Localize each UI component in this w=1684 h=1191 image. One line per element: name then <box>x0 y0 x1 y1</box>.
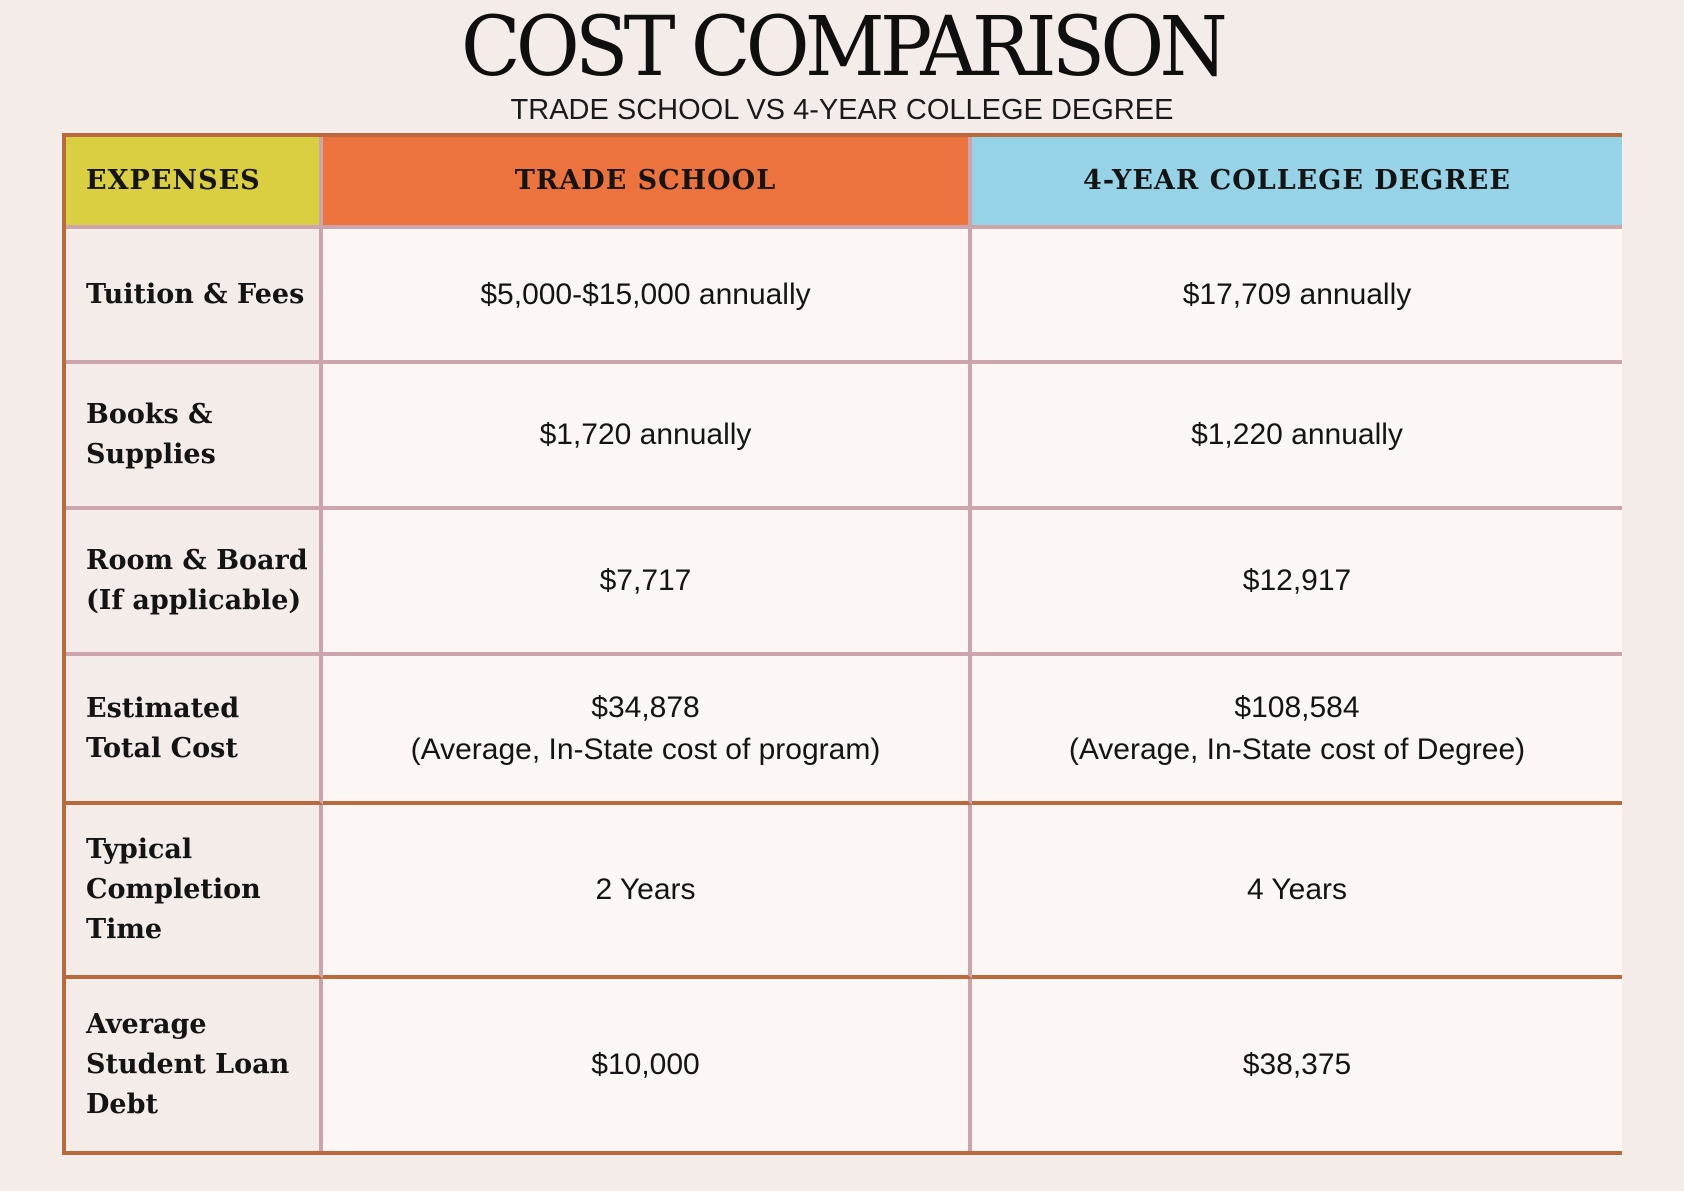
trade-school-value: $1,720 annually <box>323 364 972 510</box>
college-value: $38,375 <box>972 979 1622 1151</box>
value-line: $38,375 <box>1242 1048 1352 1081</box>
trade-school-value: $10,000 <box>323 979 972 1151</box>
value-line: $17,709 annually <box>1182 277 1412 311</box>
page-title: COST COMPARISON <box>461 0 1228 95</box>
value-line: $1,220 annually <box>1191 418 1403 451</box>
page-subtitle: TRADE SCHOOL VS 4-YEAR COLLEGE DEGREE <box>510 94 1174 126</box>
value-line: $5,000-$15,000 annually <box>480 277 811 311</box>
trade-school-value: 2 Years <box>323 805 972 979</box>
row-label: Books & Supplies <box>66 364 323 510</box>
value-line: $7,717 <box>599 564 692 597</box>
value-line: $1,720 annually <box>539 418 752 451</box>
row-label: Typical Completion Time <box>66 805 323 979</box>
value-note: (Average, In-State cost of Degree) <box>1068 732 1526 766</box>
row-label: Average Student Loan Debt <box>66 979 323 1151</box>
header-expenses: EXPENSES <box>66 137 323 229</box>
college-value: $1,220 annually <box>972 364 1622 510</box>
college-value: $17,709 annually <box>972 229 1622 364</box>
header-trade-school: TRADE SCHOOL <box>323 137 972 229</box>
value-note: (Average, In-State cost of program) <box>410 732 881 766</box>
trade-school-value: $7,717 <box>323 510 972 656</box>
college-value: $12,917 <box>972 510 1622 656</box>
value-line: $10,000 <box>591 1048 700 1081</box>
trade-school-value: $5,000-$15,000 annually <box>323 229 972 364</box>
college-value: 4 Years <box>972 805 1622 979</box>
header-college-degree: 4-YEAR COLLEGE DEGREE <box>972 137 1622 229</box>
row-label: Room & Board (If applicable) <box>66 510 323 656</box>
trade-school-value: $34,878 (Average, In-State cost of progra… <box>323 656 972 805</box>
value-line: 4 Years <box>1246 873 1348 906</box>
row-label: Estimated Total Cost <box>66 656 323 805</box>
value-line: 2 Years <box>595 873 696 906</box>
value-line: $34,878 <box>591 690 700 724</box>
row-label: Tuition & Fees <box>66 229 323 364</box>
value-line: $12,917 <box>1242 564 1352 597</box>
cost-comparison-table: EXPENSES TRADE SCHOOL 4-YEAR COLLEGE DEG… <box>62 133 1622 1155</box>
college-value: $108,584 (Average, In-State cost of Degre… <box>972 656 1622 805</box>
value-line: $108,584 <box>1234 690 1360 724</box>
